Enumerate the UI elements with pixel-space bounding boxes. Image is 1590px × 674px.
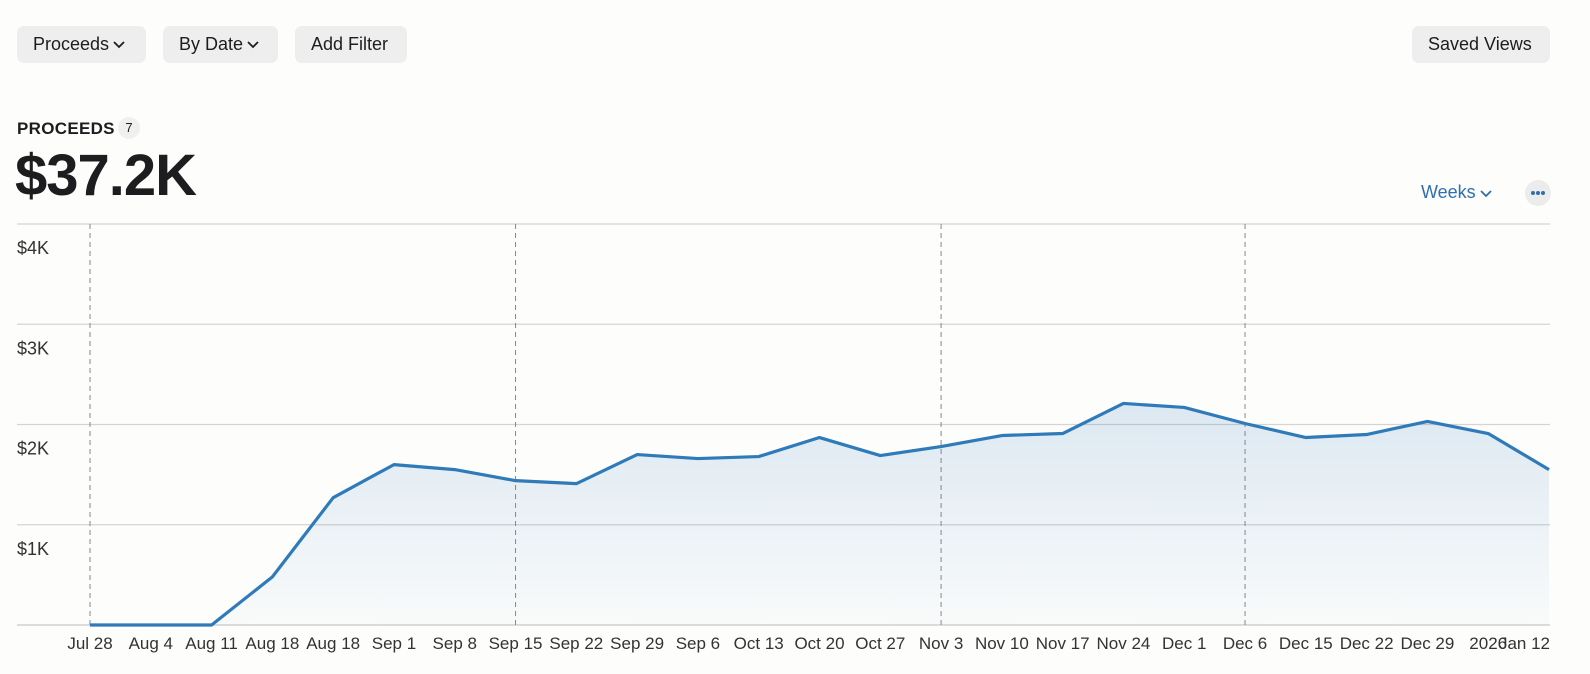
metric-label: PROCEEDS: [17, 119, 115, 138]
x-tick-label: Aug 18: [245, 634, 299, 653]
button-label: Add Filter: [311, 34, 389, 54]
button-label: By Date: [179, 34, 244, 54]
y-tick-label: $1K: [17, 539, 49, 559]
x-tick-label: Sep 6: [676, 634, 720, 653]
chevron: [113, 41, 125, 49]
x-tick-label: Jul 28: [67, 634, 112, 653]
y-tick-label: $3K: [17, 338, 49, 358]
x-tick-label: Oct 27: [855, 634, 905, 653]
period-menu[interactable]: Weeks: [1421, 182, 1492, 203]
x-tick-label: Oct 20: [794, 634, 844, 653]
filter-button[interactable]: Add Filter: [295, 26, 407, 63]
x-tick-label: Dec 6: [1223, 634, 1267, 653]
x-tick-label: Dec 15: [1279, 634, 1333, 653]
x-tick-label: Oct 13: [734, 634, 784, 653]
x-tick-label: Aug 4: [129, 634, 173, 653]
x-tick-label: Sep 8: [433, 634, 477, 653]
metric-badge: 7: [118, 117, 140, 139]
x-tick-label: Nov 3: [919, 634, 963, 653]
x-tick-label: Sep 29: [610, 634, 664, 653]
grouping-button[interactable]: By Date: [163, 26, 278, 63]
area: [90, 403, 1549, 625]
x-tick-label: Nov 24: [1097, 634, 1151, 653]
x-tick-label: Aug 11: [185, 634, 238, 653]
button-label: Proceeds: [33, 34, 110, 54]
chevron: [1480, 190, 1492, 198]
metric-button[interactable]: Proceeds: [17, 26, 146, 63]
x-tick-label: Nov 17: [1036, 634, 1090, 653]
metric-value: $37.2K: [15, 143, 197, 208]
x-tick-label: 2026: [1469, 634, 1507, 653]
x-tick-label: Dec 22: [1340, 634, 1394, 653]
chevron: [247, 41, 259, 49]
ellipsis: [1531, 191, 1545, 195]
y-tick-label: $4K: [17, 238, 49, 258]
x-tick-label: Sep 15: [489, 634, 543, 653]
x-tick-label: Dec 29: [1400, 634, 1454, 653]
x-tick-label: Aug 18: [306, 634, 360, 653]
x-tick-label: Dec 1: [1162, 634, 1206, 653]
more-button[interactable]: [1525, 180, 1551, 206]
x-tick-label: Sep 22: [549, 634, 603, 653]
x-tick-label: Jan 12: [1499, 634, 1550, 653]
x-tick-label: Sep 1: [372, 634, 416, 653]
y-tick-label: $2K: [17, 439, 49, 459]
period-label: Weeks: [1421, 182, 1476, 202]
line: [90, 401, 1550, 627]
button-label: Saved Views: [1428, 34, 1532, 54]
saved-views-button[interactable]: Saved Views: [1412, 26, 1550, 63]
x-tick-label: Nov 10: [975, 634, 1029, 653]
